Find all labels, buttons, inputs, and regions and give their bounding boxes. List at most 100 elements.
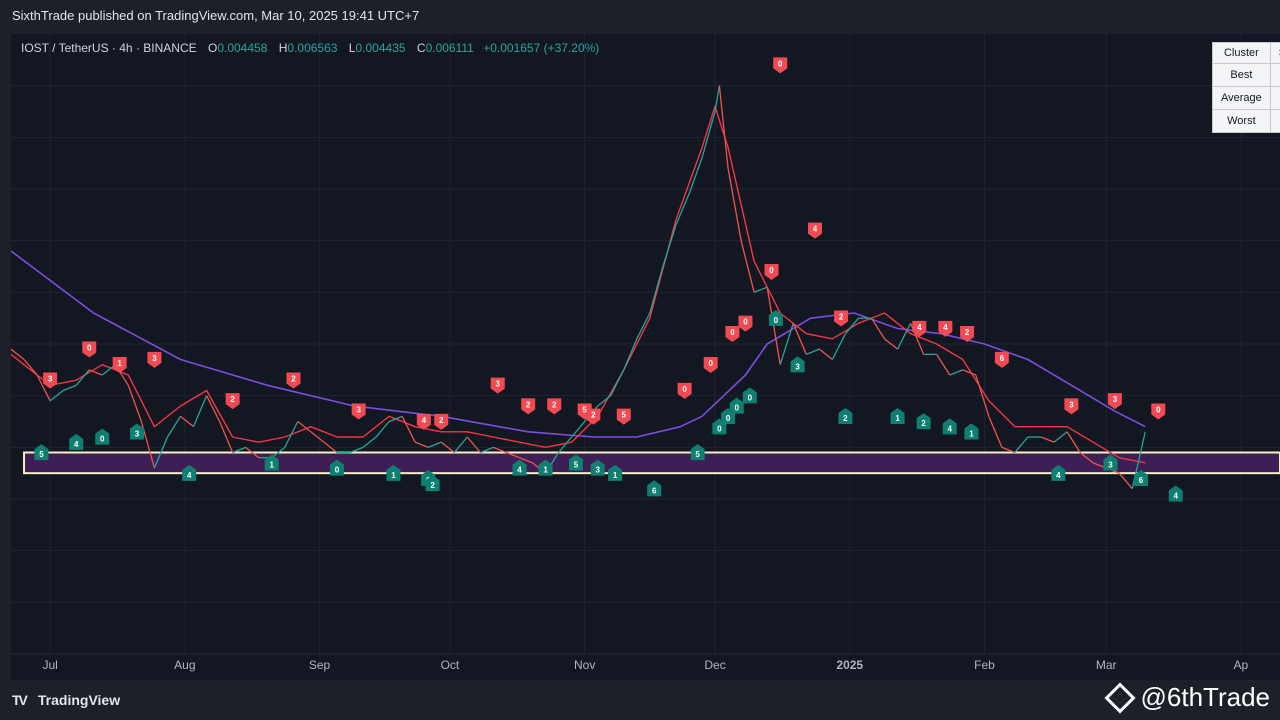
price-segment — [675, 193, 690, 226]
price-segment — [180, 415, 194, 428]
signal-label: 2 — [439, 416, 444, 425]
buy-signal-marker — [182, 464, 197, 481]
price-segment — [1001, 446, 1016, 454]
buy-signal-marker — [790, 356, 805, 373]
x-tick-label: Feb — [974, 658, 995, 672]
price-segment — [870, 317, 886, 340]
price-segment — [818, 348, 833, 361]
grid-lines — [11, 34, 1280, 654]
price-segment — [1079, 451, 1094, 464]
sell-signal: 5 — [616, 408, 631, 425]
signal-label: 4 — [187, 471, 192, 480]
symbol-label[interactable]: IOST / TetherUS · 4h · BINANCE — [21, 41, 197, 55]
cluster-header: Cluster — [1212, 42, 1271, 64]
cluster-table-header-row: Cluster Siz — [1212, 42, 1280, 64]
buy-signal: 5 — [690, 444, 705, 461]
sell-signal: 3 — [490, 377, 505, 394]
sell-signal-marker — [547, 398, 562, 415]
signal-label: 5 — [574, 461, 579, 470]
buy-signal-marker — [768, 309, 783, 326]
diamond-icon — [1103, 681, 1136, 714]
cluster-size: 1 — [1269, 63, 1280, 87]
price-segment — [153, 436, 169, 469]
x-tick-label: Ap — [1234, 658, 1249, 672]
buy-signal-marker — [329, 459, 344, 476]
signal-label: 0 — [748, 393, 753, 402]
support-zone — [23, 451, 1280, 475]
moving-average-layer — [11, 250, 1146, 438]
tradingview-logo[interactable]: TV TradingView — [12, 692, 120, 708]
signal-label: 4 — [947, 424, 952, 433]
sell-signal-marker — [416, 413, 431, 430]
signal-label: 1 — [543, 466, 548, 475]
price-segment — [427, 441, 442, 448]
buy-signal: 1 — [608, 464, 623, 481]
sell-signal: 3 — [351, 403, 366, 420]
sell-signal: 0 — [82, 341, 97, 358]
price-segment — [440, 441, 455, 454]
buy-signal-marker — [568, 454, 583, 471]
size-header: Siz — [1269, 42, 1280, 64]
price-segment — [1118, 472, 1133, 490]
buy-signal-marker — [916, 413, 931, 430]
price-segment — [192, 395, 208, 427]
signal-label: 1 — [270, 461, 275, 470]
sell-signal: 4 — [807, 222, 822, 239]
sell-signal-marker — [773, 57, 788, 74]
buy-signal: 1 — [386, 464, 401, 481]
signal-label: 2 — [839, 313, 844, 322]
signal-label: 3 — [135, 430, 140, 439]
high-value: 0.006563 — [287, 41, 338, 55]
price-chart[interactable]: 5340013342120314622342125523156050000000… — [11, 34, 1280, 680]
signal-label: 0 — [682, 385, 687, 394]
ohlc-legend: IOST / TetherUS · 4h · BINANCE O0.004458… — [21, 41, 599, 55]
price-segment — [649, 266, 664, 314]
signal-label: 0 — [743, 318, 748, 327]
cluster-size: 2 — [1269, 109, 1280, 133]
sell-signal-marker — [938, 320, 953, 337]
price-segment — [988, 416, 1003, 448]
buy-signal-marker — [838, 408, 853, 424]
signal-label: 2 — [526, 400, 531, 409]
buy-signal-marker — [942, 418, 957, 435]
signal-label: 0 — [726, 414, 731, 423]
price-segment — [323, 441, 338, 454]
tradingview-brand: TradingView — [37, 692, 121, 708]
price-segment — [245, 446, 260, 459]
signal-label: 2 — [552, 400, 557, 409]
price-segment — [636, 312, 651, 340]
buy-signal-marker — [95, 428, 110, 445]
close-value: 0.006111 — [425, 41, 474, 55]
signal-label: 4 — [813, 225, 818, 234]
x-tick-label: Jul — [42, 658, 57, 672]
price-segment — [453, 436, 468, 453]
sell-signal: 2 — [286, 372, 301, 389]
buy-signal-marker — [590, 459, 605, 476]
buy-signal-marker — [690, 444, 705, 461]
sell-signal-marker — [1107, 393, 1122, 410]
buy-signal: 5 — [568, 454, 583, 471]
buy-signal: 0 — [95, 428, 110, 445]
sell-signal: 0 — [738, 315, 753, 332]
sell-signal-marker — [807, 222, 822, 239]
watermark-handle: @6thTrade — [1140, 682, 1271, 712]
sell-signal-marker — [112, 357, 127, 373]
signal-label: 3 — [496, 380, 501, 389]
signal-label: 2 — [230, 395, 235, 404]
price-segment — [753, 286, 768, 293]
signal-label: 5 — [39, 450, 44, 459]
signal-label: 0 — [708, 359, 713, 368]
signal-label: 0 — [778, 59, 783, 68]
buy-signal-marker — [512, 459, 527, 476]
buy-signal-marker — [1103, 454, 1118, 471]
buy-signal-marker — [425, 475, 440, 492]
signal-label: 1 — [969, 430, 974, 439]
cluster-label: Best — [1212, 63, 1271, 87]
chart-frame[interactable]: 5340013342120314622342125523156050000000… — [11, 34, 1280, 680]
sell-signal: 2 — [521, 398, 536, 415]
sell-signal-marker — [834, 310, 849, 327]
buy-signal: 2 — [838, 408, 853, 424]
sell-signal-marker — [586, 408, 601, 425]
cluster-label: Worst — [1212, 109, 1271, 133]
buy-signal-marker — [729, 397, 744, 414]
